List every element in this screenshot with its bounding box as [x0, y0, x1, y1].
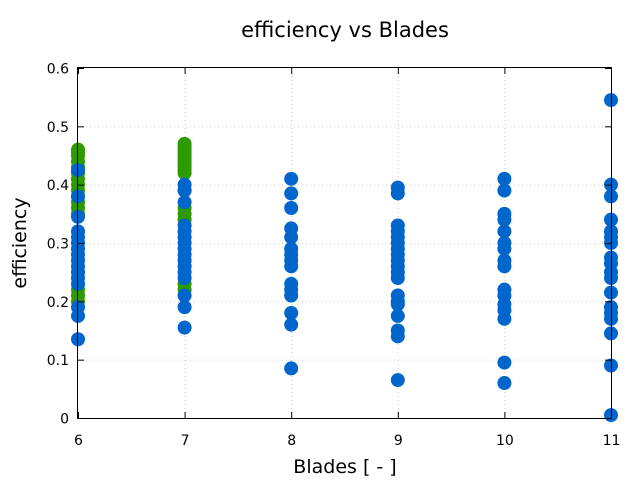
y-tick-label: 0.2: [47, 295, 69, 311]
y-tick-label: 0.4: [47, 178, 69, 194]
x-tick-label: 11: [603, 433, 621, 449]
blue-data-point: [177, 288, 192, 303]
grid-lines: [78, 68, 611, 418]
blue-data-point: [497, 183, 512, 198]
blue-data-point: [284, 306, 299, 320]
blue-data-point: [284, 171, 299, 186]
y-axis-label: efficiency: [9, 197, 31, 288]
blue-data-point: [390, 308, 405, 323]
blue-data-point: [284, 230, 299, 245]
blue-data-point: [284, 317, 299, 332]
plot-frame: [77, 67, 612, 419]
blue-data-point: [497, 171, 512, 186]
blue-data-point: [497, 355, 512, 370]
y-tick-label: 0: [60, 412, 69, 428]
blue-data-point: [497, 241, 512, 256]
blue-data-point: [497, 376, 512, 390]
blue-data-point: [284, 201, 299, 215]
x-axis-label: Blades [ - ]: [293, 456, 396, 478]
blue-data-point: [497, 259, 512, 274]
blue-data-point: [284, 186, 299, 201]
x-tick-label: 6: [74, 433, 83, 449]
blue-data-point: [177, 183, 192, 198]
blue-data-point: [497, 311, 512, 326]
x-tick-label: 8: [287, 433, 296, 449]
blue-data-point: [177, 300, 192, 315]
blue-data-point: [390, 297, 405, 312]
y-tick-label: 0.6: [47, 62, 69, 78]
y-tick-label: 0.1: [47, 353, 69, 369]
blue-data-point: [177, 271, 192, 285]
blue-data-point: [390, 329, 405, 344]
axis-ticks: 6 7 8 9 10 11 0 0.1 0.2 0.3 0.4 0.5 0.6: [47, 62, 621, 450]
y-tick-label: 0.5: [47, 120, 69, 136]
x-tick-label: 9: [394, 433, 403, 449]
blue-data-point: [284, 288, 299, 303]
data-points: [71, 93, 618, 423]
blue-data-point: [497, 224, 512, 239]
blue-data-point: [390, 373, 405, 388]
x-tick-label: 10: [496, 433, 514, 449]
blue-data-point: [390, 186, 405, 201]
chart-title: efficiency vs Blades: [241, 18, 449, 42]
blue-data-point: [284, 259, 299, 274]
blue-data-point: [497, 212, 512, 227]
y-tick-label: 0.3: [47, 237, 69, 253]
green-data-point: [177, 166, 192, 180]
blue-data-point: [390, 271, 405, 285]
x-tick-label: 7: [181, 433, 190, 449]
blue-data-point: [284, 361, 299, 376]
blue-data-point: [177, 195, 192, 210]
blue-data-point: [177, 320, 192, 335]
